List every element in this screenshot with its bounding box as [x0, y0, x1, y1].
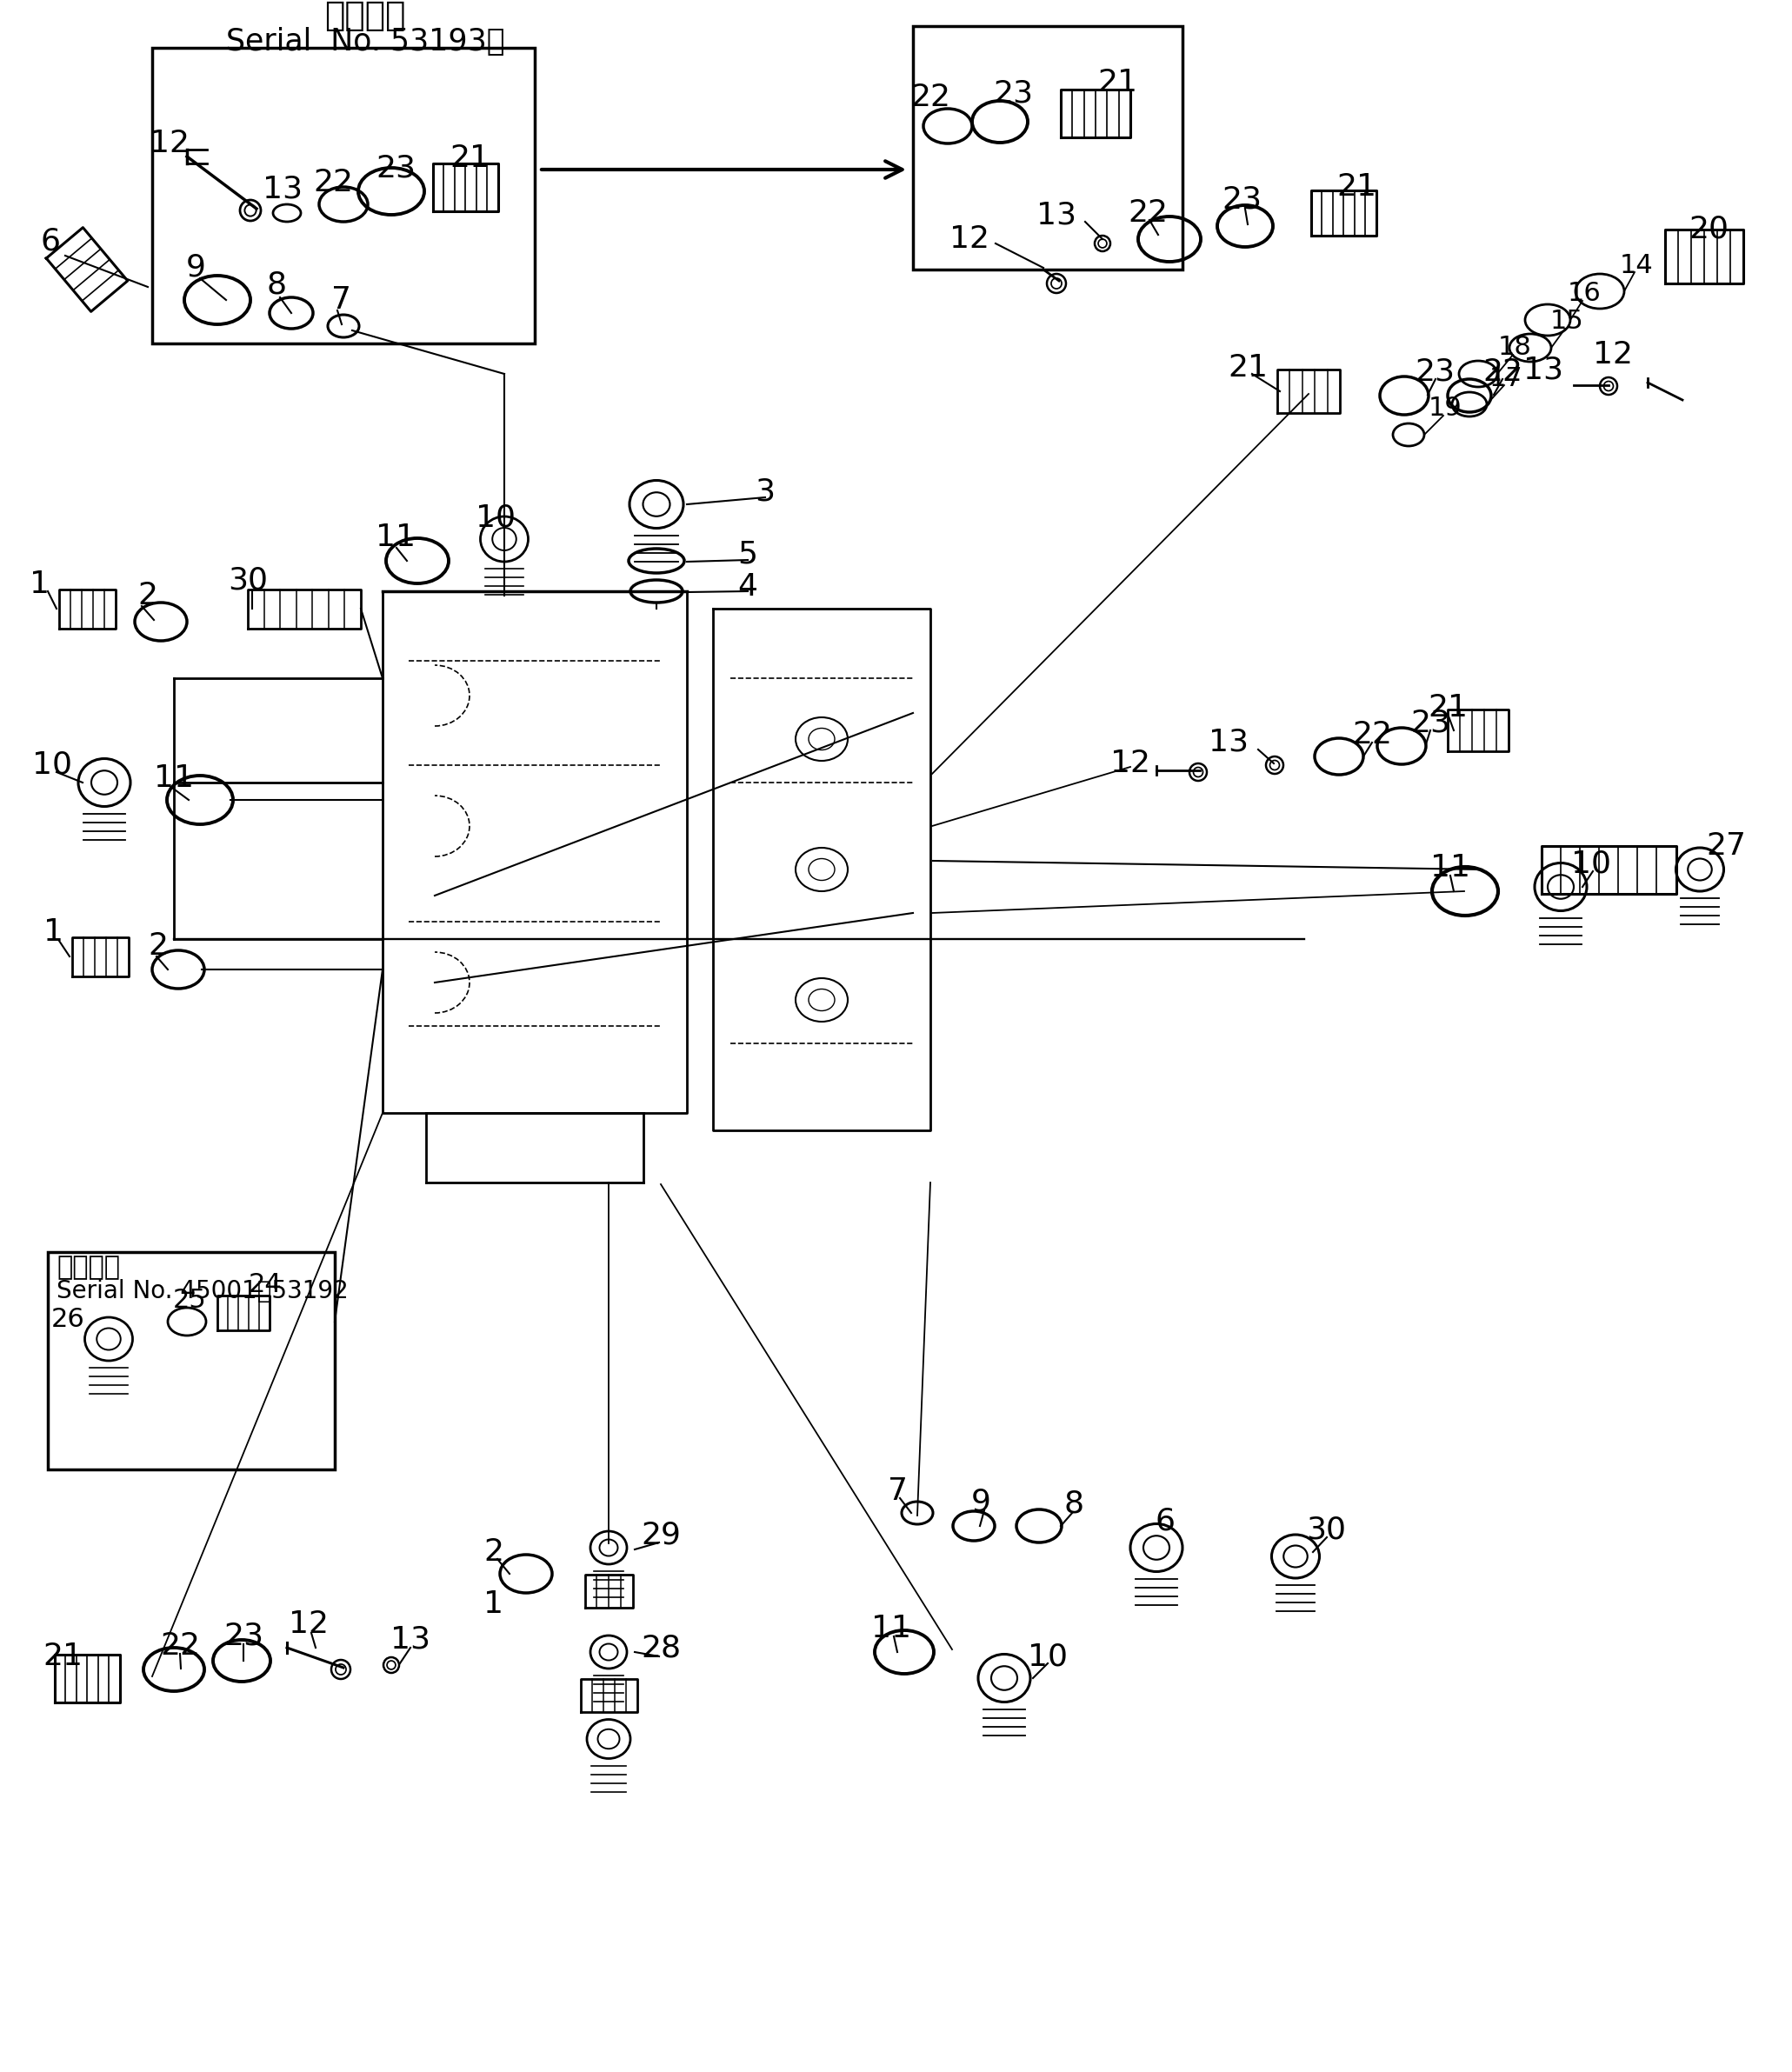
Text: 22: 22: [1127, 199, 1168, 228]
Text: 13: 13: [1036, 201, 1077, 230]
Text: 10: 10: [32, 750, 72, 779]
Text: 27: 27: [1706, 831, 1745, 860]
Text: 21: 21: [1228, 352, 1267, 383]
Text: 13: 13: [391, 1624, 430, 1653]
Text: 11: 11: [376, 522, 416, 551]
Text: 28: 28: [642, 1633, 681, 1662]
Text: 23: 23: [224, 1622, 263, 1651]
Text: 30: 30: [228, 566, 267, 595]
Text: 22: 22: [159, 1631, 201, 1662]
Text: 22: 22: [1482, 356, 1523, 387]
Text: Serial  No. 53193～: Serial No. 53193～: [226, 27, 505, 56]
Text: 2: 2: [149, 930, 168, 961]
Text: 15: 15: [1550, 309, 1584, 334]
Text: 2: 2: [138, 580, 158, 611]
Text: 13: 13: [263, 174, 303, 205]
Bar: [152, 48, 534, 344]
Text: 19: 19: [1428, 396, 1462, 421]
Text: 13: 13: [1523, 354, 1563, 383]
Bar: [48, 1251, 335, 1469]
Text: 7: 7: [332, 286, 351, 315]
Text: 10: 10: [1029, 1641, 1068, 1672]
Text: 29: 29: [642, 1521, 681, 1550]
Text: 1: 1: [484, 1589, 504, 1618]
Text: 8: 8: [267, 271, 287, 300]
Text: 21: 21: [1097, 68, 1138, 97]
Text: 18: 18: [1498, 336, 1532, 361]
Text: 11: 11: [154, 762, 194, 794]
Text: 12: 12: [289, 1610, 328, 1639]
Text: 6: 6: [41, 228, 61, 257]
Bar: [912, 27, 1183, 269]
Text: 22: 22: [910, 83, 950, 112]
Text: 12: 12: [1593, 340, 1633, 369]
Text: 適用号機: 適用号機: [324, 0, 405, 33]
Text: 16: 16: [1568, 282, 1600, 307]
Text: 9: 9: [971, 1488, 991, 1517]
Text: 11: 11: [1430, 854, 1469, 883]
Text: 3: 3: [754, 477, 776, 506]
Text: 9: 9: [186, 253, 206, 282]
Text: 12: 12: [1111, 748, 1150, 779]
Text: 21: 21: [450, 143, 489, 174]
Text: 21: 21: [1337, 172, 1376, 201]
Text: 10: 10: [1572, 850, 1611, 879]
Text: 14: 14: [1620, 253, 1654, 278]
Text: 20: 20: [1688, 213, 1729, 242]
Text: 25: 25: [172, 1289, 206, 1314]
Text: 23: 23: [1410, 709, 1450, 738]
Text: 1: 1: [45, 918, 65, 947]
Text: 24: 24: [249, 1272, 281, 1297]
Text: 適用号機: 適用号機: [57, 1256, 120, 1280]
Text: 10: 10: [475, 503, 516, 533]
Text: Serial No. 45001～53192: Serial No. 45001～53192: [57, 1278, 348, 1303]
Text: 5: 5: [738, 541, 758, 570]
Text: 23: 23: [1222, 184, 1262, 215]
Text: 4: 4: [738, 572, 758, 601]
Text: 22: 22: [314, 168, 353, 197]
Text: 8: 8: [1064, 1490, 1084, 1519]
Text: 21: 21: [1428, 692, 1468, 723]
Text: 21: 21: [43, 1641, 82, 1672]
Text: 23: 23: [1414, 356, 1455, 387]
Text: 23: 23: [376, 153, 416, 182]
Text: 6: 6: [1156, 1506, 1176, 1537]
Text: 13: 13: [1208, 727, 1249, 758]
Text: 1: 1: [29, 570, 48, 599]
Text: 11: 11: [871, 1614, 910, 1643]
Text: 12: 12: [149, 128, 190, 157]
Text: 12: 12: [950, 224, 989, 255]
Text: 17: 17: [1489, 365, 1523, 392]
Text: 26: 26: [50, 1307, 84, 1332]
Text: 2: 2: [484, 1537, 504, 1566]
Text: 30: 30: [1306, 1515, 1346, 1546]
Text: 7: 7: [887, 1477, 907, 1506]
Text: 23: 23: [993, 79, 1032, 108]
Text: 22: 22: [1351, 719, 1392, 750]
